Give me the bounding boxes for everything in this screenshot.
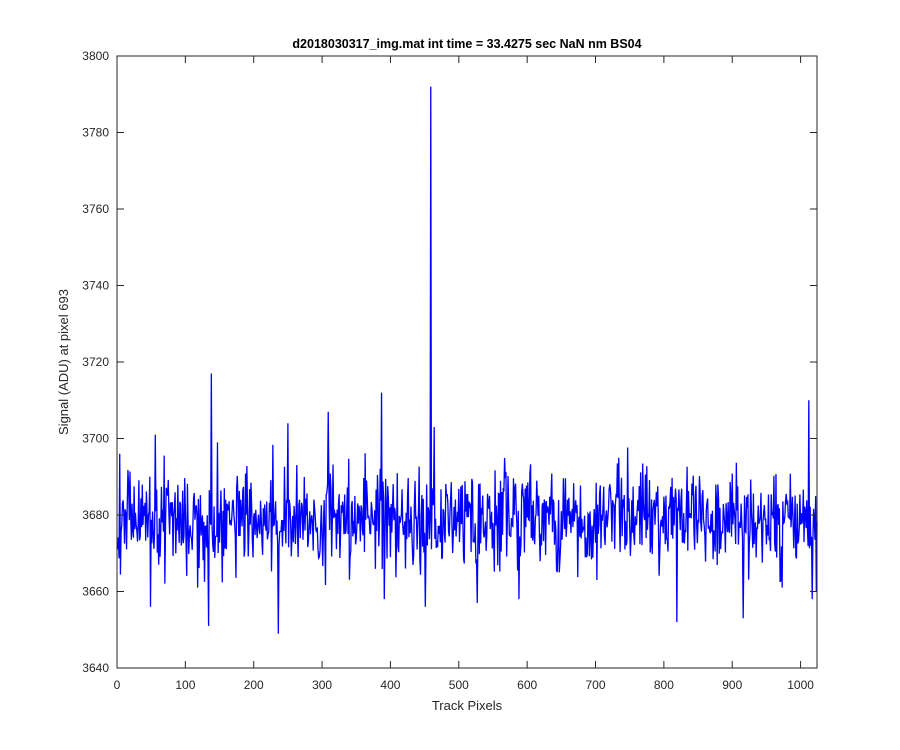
y-tick-label: 3760 <box>82 202 109 216</box>
x-axis-ticks: 0 100 200 300 400 500 600 700 800 900 1000 <box>114 56 814 692</box>
y-tick-label: 3640 <box>82 661 109 675</box>
x-axis-label: Track Pixels <box>432 698 503 713</box>
y-tick-label: 3680 <box>82 508 109 522</box>
x-tick-label: 500 <box>449 678 469 692</box>
x-tick-label: 1000 <box>787 678 814 692</box>
x-tick-label: 800 <box>654 678 674 692</box>
x-tick-label: 300 <box>312 678 332 692</box>
signal-series-line <box>117 86 818 634</box>
x-tick-label: 600 <box>517 678 537 692</box>
x-tick-label: 700 <box>586 678 606 692</box>
y-tick-label: 3660 <box>82 585 109 599</box>
x-tick-label: 200 <box>244 678 264 692</box>
y-tick-label: 3720 <box>82 355 109 369</box>
y-tick-label: 3780 <box>82 126 109 140</box>
x-tick-label: 0 <box>114 678 121 692</box>
y-tick-label: 3740 <box>82 279 109 293</box>
y-axis-label: Signal (ADU) at pixel 693 <box>56 289 71 435</box>
series-layer <box>117 86 818 634</box>
x-tick-label: 100 <box>175 678 195 692</box>
y-axis-ticks: 3640 3660 3680 3700 3720 3740 3760 3780 3800 <box>82 49 817 675</box>
x-tick-label: 400 <box>380 678 400 692</box>
y-tick-label: 3700 <box>82 432 109 446</box>
y-tick-label: 3800 <box>82 49 109 63</box>
x-tick-label: 900 <box>722 678 742 692</box>
chart-title: d2018030317_img.mat int time = 33.4275 s… <box>292 37 641 51</box>
plot-area <box>117 56 817 668</box>
